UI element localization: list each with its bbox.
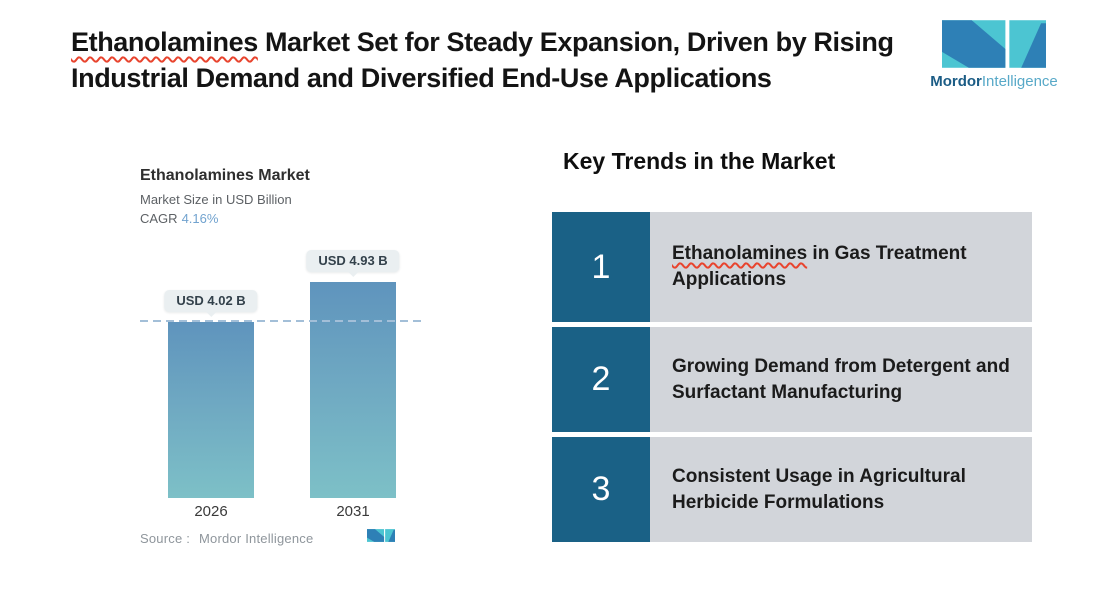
trend-text-panel-3: Consistent Usage in Agricultural Herbici… [650,437,1032,542]
value-label-2026: USD 4.02 B [164,290,258,312]
trend-row-3: 3 Consistent Usage in Agricultural Herbi… [552,437,1032,542]
title-rest: Market Set for Steady Expansion, Driven … [71,27,894,93]
trend-text-1-rest: in Gas Treatment Applications [672,243,967,290]
trend-number-3: 3 [552,437,650,542]
bar-2031 [310,282,396,498]
brand-logo: MordorIntelligence [924,20,1064,90]
trend-number-2: 2 [552,327,650,432]
mordor-intelligence-logo-icon [942,20,1046,68]
trend-text-1-highlight: Ethanolamines [672,243,808,264]
trend-text-1: Ethanolamines in Gas Treatment Applicati… [672,241,1008,293]
bar-chart: USD 4.02 B USD 4.93 B [140,238,440,498]
trend-text-2-rest: Growing Demand from Detergent and Surfac… [672,355,1010,403]
chart-cagr: CAGR 4.16% [140,211,218,226]
source-value: Mordor Intelligence [199,531,314,546]
cagr-label: CAGR [140,211,178,226]
value-label-2031: USD 4.93 B [306,250,400,272]
bar-2026 [168,322,254,498]
trend-row-1: 1 Ethanolamines in Gas Treatment Applica… [552,212,1032,322]
brand-name: MordorIntelligence [924,73,1064,90]
trend-text-panel-2: Growing Demand from Detergent and Surfac… [650,327,1032,432]
baseline-dashed-line [140,320,426,322]
trend-row-2: 2 Growing Demand from Detergent and Surf… [552,327,1032,432]
cagr-value: 4.16% [181,211,219,226]
mordor-intelligence-mini-logo-icon [367,529,395,542]
chart-source: Source : Mordor Intelligence [140,531,313,546]
trend-text-3-rest: Consistent Usage in Agricultural Herbici… [672,465,966,513]
trend-number-1: 1 [552,212,650,322]
trend-text-2: Growing Demand from Detergent and Surfac… [672,354,1012,406]
x-axis-label-2031: 2031 [336,503,370,520]
source-label: Source : [140,531,191,546]
title-highlight: Ethanolamines [71,27,258,57]
page-title: Ethanolamines Market Set for Steady Expa… [71,24,931,96]
key-trends-heading: Key Trends in the Market [563,148,836,174]
key-trends-list: 1 Ethanolamines in Gas Treatment Applica… [552,212,1032,547]
trend-text-panel-1: Ethanolamines in Gas Treatment Applicati… [650,212,1032,322]
trend-text-3: Consistent Usage in Agricultural Herbici… [672,464,1024,516]
brand-name-secondary: Intelligence [981,73,1058,90]
brand-name-primary: Mordor [930,73,982,90]
chart-title: Ethanolamines Market [140,167,310,184]
chart-subtitle: Market Size in USD Billion [140,192,292,207]
x-axis-label-2026: 2026 [194,503,228,520]
